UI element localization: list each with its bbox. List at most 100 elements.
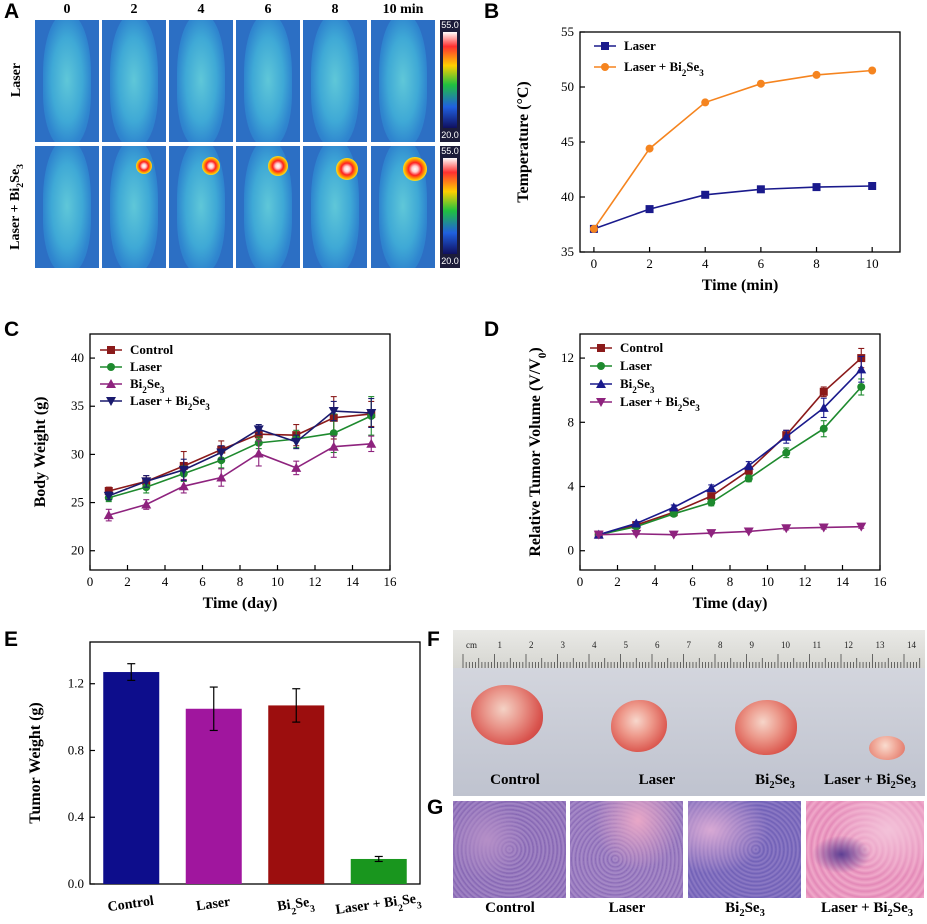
y-axis-label: Temperature (°C) [515,81,532,202]
legend-label: Laser [620,358,652,373]
tumor-laser-bi2se3 [869,736,905,760]
data-point [593,530,604,540]
x-tick-label: 2 [614,574,621,589]
x-tick-label: 0 [577,574,584,589]
histology-caption: Laser [608,900,646,916]
mouse-silhouette [177,20,225,142]
time-label: 10 min [382,2,424,17]
ruler-label: 7 [687,640,692,650]
histology-caption: Bi2Se3 [725,900,765,919]
x-tick-label: 8 [727,574,734,589]
data-point [856,522,867,532]
time-label: 8 [331,2,339,17]
x-tick-label: 16 [874,574,888,589]
data-point [756,79,765,88]
colorbar-gradient [443,32,457,128]
category-label: Laser [195,895,231,915]
photo-caption: Laser + Bi2Se3 [823,772,917,791]
panel-label-e: E [4,628,19,651]
data-point [103,510,114,520]
panel-label-c: C [4,318,20,341]
data-point [819,387,828,396]
series-line [108,415,372,499]
thermal-image [303,20,367,142]
data-point [706,529,717,539]
data-point [744,474,753,483]
data-point [819,424,828,433]
data-point [178,465,189,475]
x-tick-label: 0 [87,574,94,589]
mouse-silhouette [110,20,158,142]
colorbar [440,20,460,142]
chart-b-temperature: 0 2 4 6 8 10 35 40 45 50 55 Time (min) Temperature (… [515,24,901,294]
data-point [744,466,753,475]
data-point [103,491,114,501]
data-point [253,425,264,435]
data-point [668,530,679,540]
x-tick-label: 4 [162,574,169,589]
legend-label: Laser + Bi2Se3 [624,59,704,78]
x-tick-label: 10 [271,574,284,589]
ruler-label: 10 [781,640,791,650]
time-label: 2 [130,2,138,17]
x-axis-label: Time (day) [203,595,278,612]
series-laser-bi2se3 [103,397,377,501]
series-laser-bi2se3 [589,66,877,233]
data-point [104,487,113,496]
ruler-label: 5 [624,640,629,650]
series-laser [589,182,877,233]
tumor-control [471,685,543,745]
data-point [631,529,642,539]
colorbar-max: 55.0 [441,146,459,156]
series-line [593,185,873,230]
histology-caption: Laser + Bi2Se3 [820,900,914,919]
legend-label: Bi2Se3 [130,376,165,395]
photo-caption: Laser [638,772,676,788]
legend-marker [597,344,605,352]
y-tick-label: 50 [561,79,574,94]
series-line [593,69,873,230]
ruler-label: 2 [529,640,534,650]
tumor-photo: cm 1 2 3 4 5 6 7 8 9 10 11 12 13 14 [453,630,925,796]
x-tick-label: 4 [702,256,709,271]
x-tick-label: 10 [866,256,879,271]
y-tick-label: 35 [561,244,574,259]
x-tick-label: 8 [237,574,244,589]
thermal-image [102,20,166,142]
data-point [253,448,264,458]
series-bi2se3 [593,355,867,539]
thermal-image [236,146,300,268]
ruler-label: 6 [655,640,660,650]
colorbar-gradient [443,158,457,254]
colorbar-min: 20.0 [441,130,459,140]
thermal-image [35,146,99,268]
data-point [706,483,717,493]
x-tick-label: 0 [591,256,598,271]
y-axis-label: Body Weight (g) [32,397,49,508]
panel-label-b: B [484,0,500,23]
x-tick-label: 8 [813,256,820,271]
data-point [178,481,189,491]
data-point [645,205,654,214]
data-point [743,527,754,537]
legend-label: Laser [130,359,162,374]
data-point [856,364,867,374]
panel-label-d: D [484,318,500,341]
data-point [291,437,302,447]
panel-label-a: A [4,0,20,23]
thermal-image [303,146,367,268]
data-point [329,429,338,438]
series-line [598,386,862,536]
data-point [812,70,821,79]
heat-spot [136,158,152,174]
row-label: Laser + Bi2Se3 [8,163,26,250]
mouse-silhouette [311,20,359,142]
data-point [669,509,678,518]
x-tick-label: 2 [124,574,131,589]
data-point [216,448,227,458]
y-tick-label: 8 [568,414,575,429]
series-line [598,525,862,536]
y-tick-label: 30 [71,446,84,461]
histology-laser [570,801,683,898]
series-laser-bi2se3 [593,522,867,540]
